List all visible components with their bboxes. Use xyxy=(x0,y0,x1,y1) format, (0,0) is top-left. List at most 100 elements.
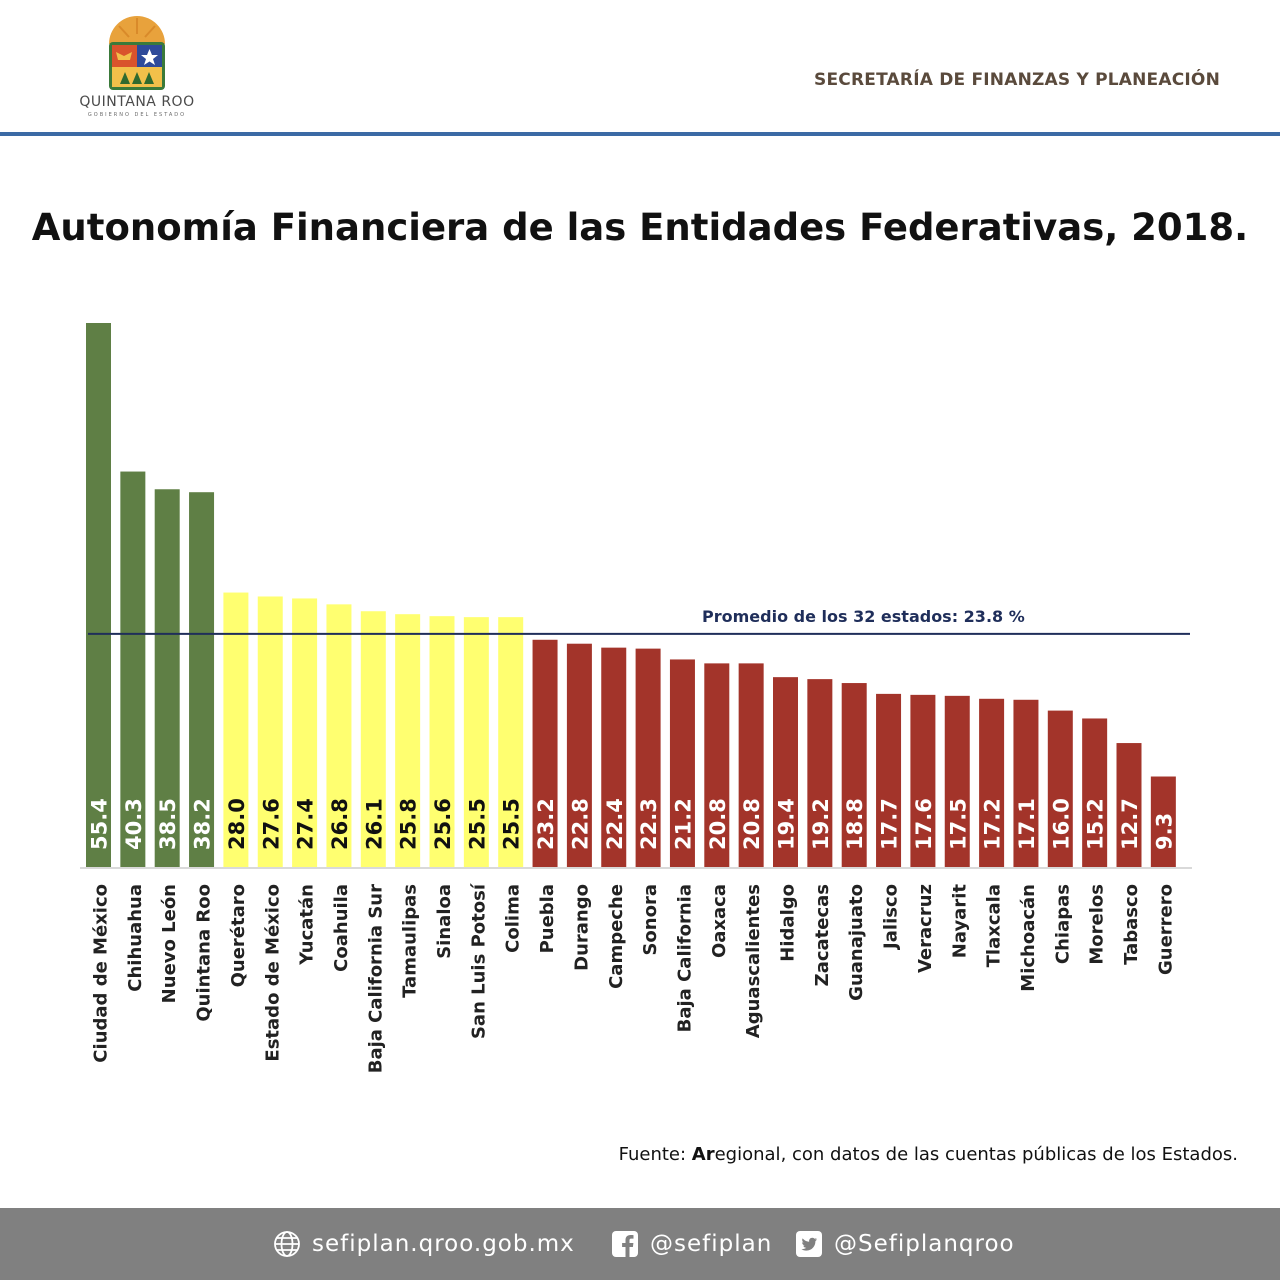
bar xyxy=(979,698,1005,868)
bar xyxy=(532,639,558,868)
bar-value-label: 38.5 xyxy=(156,798,180,850)
bar-value-label: 19.2 xyxy=(809,798,833,850)
category-label: Baja California Sur xyxy=(365,884,386,1073)
source-rest: egional, con datos de las cuentas públic… xyxy=(714,1144,1238,1165)
bar xyxy=(704,663,730,868)
footer-web[interactable]: sefiplan.qroo.gob.mx xyxy=(272,1226,575,1262)
bar xyxy=(120,471,146,868)
bar-value-label: 19.4 xyxy=(775,798,799,850)
header-divider xyxy=(0,132,1280,136)
category-label: Guanajuato xyxy=(846,884,867,1001)
bar-value-label: 9.3 xyxy=(1152,813,1176,850)
bar xyxy=(223,592,249,868)
logo-subtitle: GOBIERNO DEL ESTADO xyxy=(87,112,187,118)
bar xyxy=(292,598,318,868)
bar-value-label: 17.1 xyxy=(1015,798,1039,850)
average-label: Promedio de los 32 estados: 23.8 % xyxy=(702,607,1025,626)
footer-twitter-label: @Sefiplanqroo xyxy=(834,1231,1015,1257)
footer-facebook-label: @sefiplan xyxy=(650,1231,773,1257)
category-label: Tamaulipas xyxy=(400,884,421,998)
source-bold: Ar xyxy=(691,1144,715,1165)
bar xyxy=(566,643,592,868)
source-note: Fuente: Aregional, con datos de las cuen… xyxy=(619,1144,1238,1165)
bar xyxy=(257,596,283,868)
category-label: Nuevo León xyxy=(159,884,180,1003)
category-label: Morelos xyxy=(1087,884,1108,965)
bar xyxy=(807,679,833,868)
bar-chart: 55.4 Ciudad de México 40.3 Chihuahua 38.5 Nue… xyxy=(80,323,1192,1073)
category-label: Baja California xyxy=(674,884,695,1032)
bar-value-label: 16.0 xyxy=(1049,798,1073,850)
bar xyxy=(1116,743,1142,868)
bar xyxy=(1013,699,1039,868)
category-label: Nayarit xyxy=(949,884,970,959)
bar xyxy=(738,663,764,868)
bar xyxy=(86,323,111,868)
bar-value-label: 55.4 xyxy=(88,798,112,850)
footer-twitter[interactable]: @Sefiplanqroo xyxy=(794,1226,1015,1262)
bar xyxy=(601,647,627,868)
bar xyxy=(669,659,695,868)
bar xyxy=(395,614,421,868)
category-label: Aguascalientes xyxy=(743,884,764,1038)
bar-value-label: 25.5 xyxy=(500,798,524,850)
bar-value-label: 22.3 xyxy=(637,798,661,850)
bar-value-label: 17.7 xyxy=(878,798,902,850)
category-label: Chihuahua xyxy=(125,884,146,992)
bar-value-label: 17.5 xyxy=(946,798,970,850)
bar xyxy=(1047,710,1073,868)
bar-value-label: 21.2 xyxy=(671,798,695,850)
category-label: Tabasco xyxy=(1121,884,1142,965)
logo-name: QUINTANA ROO xyxy=(79,94,195,110)
footer: sefiplan.qroo.gob.mx @sefiplan @Sefiplan… xyxy=(0,1208,1280,1280)
bar-value-label: 22.8 xyxy=(568,798,592,850)
category-label: Michoacán xyxy=(1018,884,1039,992)
globe-icon xyxy=(274,1231,300,1257)
category-label: Sinaloa xyxy=(434,884,455,959)
category-label: Ciudad de México xyxy=(91,884,112,1063)
bar-value-label: 18.8 xyxy=(843,798,867,850)
category-label: Veracruz xyxy=(915,884,936,973)
bar xyxy=(498,617,524,868)
bar xyxy=(1150,776,1176,868)
twitter-icon xyxy=(796,1231,822,1257)
category-label: Hidalgo xyxy=(778,884,799,962)
bar-value-label: 17.6 xyxy=(912,798,936,850)
bar-value-label: 38.2 xyxy=(191,798,215,850)
category-label: Oaxaca xyxy=(709,884,730,958)
bar xyxy=(876,693,902,868)
state-logo: QUINTANA ROO GOBIERNO DEL ESTADO xyxy=(72,16,202,120)
category-label: Zacatecas xyxy=(812,884,833,986)
bar-value-label: 27.4 xyxy=(294,798,318,850)
footer-facebook[interactable]: @sefiplan xyxy=(610,1226,772,1262)
category-label: Guerrero xyxy=(1155,884,1176,975)
bar-value-label: 25.5 xyxy=(465,798,489,850)
bar-value-label: 27.6 xyxy=(259,798,283,850)
source-prefix: Fuente: xyxy=(618,1144,692,1165)
bar-value-label: 12.7 xyxy=(1118,798,1142,850)
bar-value-label: 40.3 xyxy=(122,798,146,850)
bar-value-label: 25.6 xyxy=(431,798,455,850)
bar xyxy=(841,683,867,868)
chart-title: Autonomía Financiera de las Entidades Fe… xyxy=(31,206,1249,249)
bar-value-label: 26.1 xyxy=(362,798,386,850)
bar-value-label: 23.2 xyxy=(534,798,558,850)
category-label: Durango xyxy=(571,884,592,971)
bar-value-label: 20.8 xyxy=(740,798,764,850)
category-label: Sonora xyxy=(640,884,661,956)
footer-web-label: sefiplan.qroo.gob.mx xyxy=(312,1231,575,1257)
coat-of-arms-icon xyxy=(109,16,165,90)
bar xyxy=(944,695,970,868)
agency-name: SECRETARÍA DE FINANZAS Y PLANEACIÓN xyxy=(814,70,1220,90)
category-label: Coahuila xyxy=(331,884,352,972)
bar xyxy=(635,648,661,868)
category-label: Yucatán xyxy=(297,884,318,966)
bar xyxy=(463,617,489,868)
category-label: Jalisco xyxy=(881,884,902,951)
bar xyxy=(189,492,215,868)
category-label: Quintana Roo xyxy=(194,884,215,1022)
bar xyxy=(429,616,455,868)
bar-value-label: 17.2 xyxy=(981,798,1005,850)
category-label: San Luis Potosí xyxy=(468,883,489,1039)
bar-value-label: 26.8 xyxy=(328,798,352,850)
